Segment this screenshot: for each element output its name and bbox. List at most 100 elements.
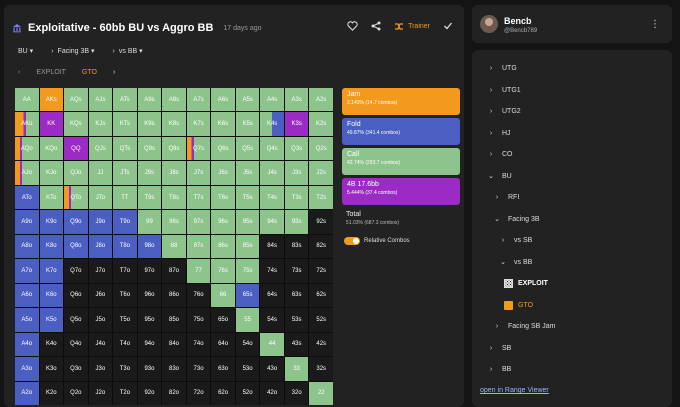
hand-cell[interactable]: QTs — [113, 136, 137, 161]
hand-cell[interactable]: J6s — [211, 161, 235, 185]
share-icon[interactable] — [370, 20, 382, 32]
hand-cell[interactable]: QTo — [64, 185, 88, 210]
hand-cell[interactable]: 55 — [235, 308, 260, 332]
hand-cell[interactable]: K8s — [162, 112, 186, 136]
hand-cell[interactable]: J4o — [88, 332, 113, 357]
hand-cell[interactable]: 42s — [309, 332, 333, 357]
hand-cell[interactable]: A7o — [15, 259, 39, 283]
hand-cell[interactable]: KTo — [39, 185, 64, 210]
hand-cell[interactable]: K6o — [39, 283, 64, 308]
hand-cell[interactable]: KJo — [39, 161, 64, 185]
hand-cell[interactable]: 64s — [260, 283, 284, 308]
hand-cell[interactable]: AA — [15, 88, 39, 112]
hand-cell[interactable]: A2o — [15, 381, 39, 405]
hand-cell[interactable]: T8s — [162, 185, 186, 210]
hand-cell[interactable]: T2o — [113, 381, 137, 405]
hand-cell[interactable]: Q4o — [64, 332, 88, 357]
hand-cell[interactable]: J4s — [260, 161, 284, 185]
hand-cell[interactable]: Q3s — [284, 136, 309, 161]
hand-cell[interactable]: Q8o — [64, 234, 88, 259]
hand-cell[interactable]: 98s — [162, 210, 186, 234]
hand-cell[interactable]: 52s — [309, 308, 333, 332]
hand-cell[interactable]: Q5o — [64, 308, 88, 332]
hand-cell[interactable]: QQ — [64, 136, 88, 161]
chevron-right-icon[interactable]: › — [489, 151, 493, 159]
hand-cell[interactable]: Q2o — [64, 381, 88, 405]
hand-cell[interactable]: T4o — [113, 332, 137, 357]
hand-cell[interactable]: 72s — [309, 259, 333, 283]
hand-cell[interactable]: 76s — [211, 259, 235, 283]
hand-cell[interactable]: KTs — [113, 112, 137, 136]
chevron-right-icon[interactable]: › — [489, 108, 493, 116]
hand-cell[interactable]: 32o — [284, 381, 309, 405]
hand-cell[interactable]: T6o — [113, 283, 137, 308]
hand-cell[interactable]: 94s — [260, 210, 284, 234]
hand-cell[interactable]: Q9s — [137, 136, 162, 161]
hand-cell[interactable]: K2s — [309, 112, 333, 136]
relative-combos-toggle[interactable]: Relative Combos — [342, 237, 460, 245]
hand-cell[interactable]: 92s — [309, 210, 333, 234]
hand-cell[interactable]: 87o — [162, 259, 186, 283]
hand-cell[interactable]: T3o — [113, 357, 137, 381]
hand-cell[interactable]: A5o — [15, 308, 39, 332]
hand-cell[interactable]: KK — [39, 112, 64, 136]
hand-cell[interactable]: 62o — [211, 381, 235, 405]
check-icon[interactable] — [442, 20, 454, 32]
hand-cell[interactable]: 73o — [186, 357, 211, 381]
hand-cell[interactable]: AKo — [15, 112, 39, 136]
hand-cell[interactable]: 66 — [211, 283, 235, 308]
hand-cell[interactable]: 44 — [260, 332, 284, 357]
hand-cell[interactable]: 75o — [186, 308, 211, 332]
hand-cell[interactable]: 84o — [162, 332, 186, 357]
hand-cell[interactable]: J9o — [88, 210, 113, 234]
hand-cell[interactable]: Q6o — [64, 283, 88, 308]
hand-cell[interactable]: J2o — [88, 381, 113, 405]
hand-cell[interactable]: A6o — [15, 283, 39, 308]
hand-cell[interactable]: 77 — [186, 259, 211, 283]
hand-cell[interactable]: A3s — [284, 88, 309, 112]
tree-node[interactable]: › UTG1 — [472, 80, 672, 102]
hand-cell[interactable]: T4s — [260, 185, 284, 210]
chevron-right-icon[interactable]: › — [489, 65, 493, 73]
hand-cell[interactable]: KQo — [39, 136, 64, 161]
hand-cell[interactable]: KQs — [64, 112, 88, 136]
chevron-right-icon[interactable]: › — [501, 237, 505, 245]
hand-cell[interactable]: 53s — [284, 308, 309, 332]
hand-cell[interactable]: 74o — [186, 332, 211, 357]
hand-cell[interactable]: 94o — [137, 332, 162, 357]
hand-cell[interactable]: K3s — [284, 112, 309, 136]
hand-cell[interactable]: T3s — [284, 185, 309, 210]
open-range-viewer-link[interactable]: open in Range Viewer — [480, 387, 549, 394]
tree-node[interactable]: › UTG2 — [472, 101, 672, 123]
hand-cell[interactable]: A9s — [137, 88, 162, 112]
chevron-down-icon[interactable]: ⌄ — [494, 216, 500, 224]
hand-cell[interactable]: A3o — [15, 357, 39, 381]
hand-cell[interactable]: 32s — [309, 357, 333, 381]
hand-cell[interactable]: 82o — [162, 381, 186, 405]
tree-node[interactable]: › Facing SB Jam — [472, 316, 672, 338]
hand-cell[interactable]: J8o — [88, 234, 113, 259]
hand-cell[interactable]: 96s — [211, 210, 235, 234]
hand-cell[interactable]: Q4s — [260, 136, 284, 161]
hand-cell[interactable]: 84s — [260, 234, 284, 259]
action-dropdown[interactable]: Facing 3B — [58, 47, 95, 55]
hand-cell[interactable]: 88 — [162, 234, 186, 259]
hand-cell[interactable]: A8s — [162, 88, 186, 112]
hand-cell[interactable]: 43o — [260, 357, 284, 381]
hand-cell[interactable]: 93s — [284, 210, 309, 234]
hand-cell[interactable]: 63o — [211, 357, 235, 381]
hand-cell[interactable]: T9s — [137, 185, 162, 210]
hand-cell[interactable]: 96o — [137, 283, 162, 308]
hand-cell[interactable]: 62s — [309, 283, 333, 308]
tab-prev-icon[interactable]: ‹ — [18, 69, 21, 76]
hand-cell[interactable]: K5s — [235, 112, 260, 136]
hand-cell[interactable]: 22 — [309, 381, 333, 405]
tree-node[interactable]: ⌄ BU — [472, 166, 672, 188]
hand-cell[interactable]: K7o — [39, 259, 64, 283]
chevron-right-icon[interactable]: › — [489, 344, 493, 352]
hand-cell[interactable]: A9o — [15, 210, 39, 234]
hand-cell[interactable]: ATs — [113, 88, 137, 112]
hand-cell[interactable]: J7s — [186, 161, 211, 185]
hand-cell[interactable]: 87s — [186, 234, 211, 259]
hand-cell[interactable]: 76o — [186, 283, 211, 308]
